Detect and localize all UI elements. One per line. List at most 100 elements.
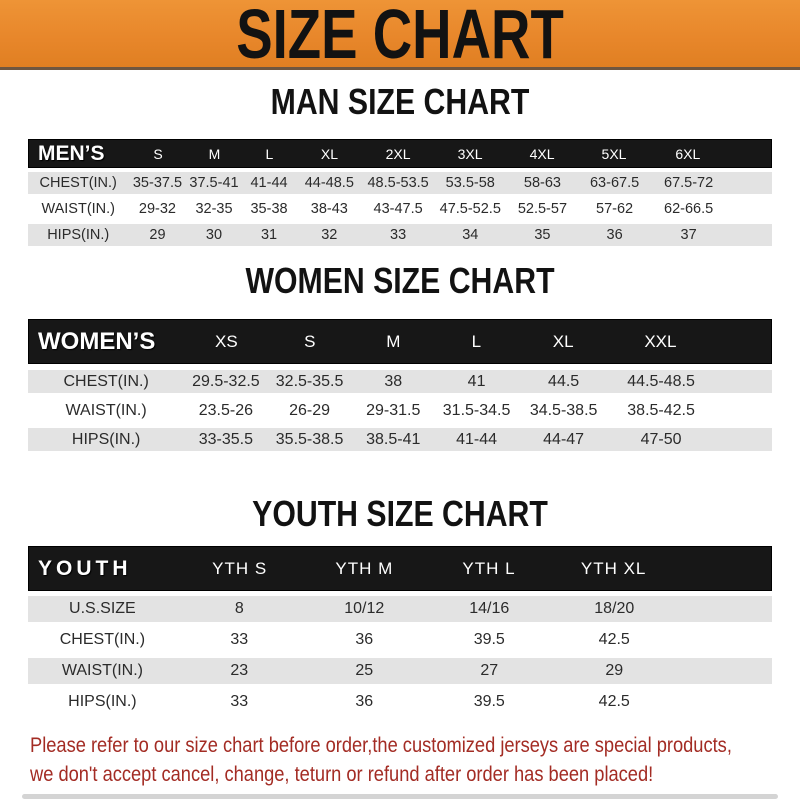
table-cell: 62-66.5	[664, 201, 714, 217]
size-column-header: L	[265, 145, 274, 162]
table-cell: 44-48.5	[304, 175, 354, 191]
footer-note: Please refer to our size chart before or…	[0, 731, 800, 789]
size-column-header: 2XL	[385, 145, 411, 162]
row-label: WAIST(IN.)	[65, 401, 147, 419]
table-cell: 18/20	[594, 600, 635, 617]
table-cell: 34.5-38.5	[529, 401, 598, 419]
table-cell: 44.5-48.5	[627, 372, 695, 390]
table-row: CHEST(IN.) 29.5-32.5 32.5-35.5 38 41 44.5 44.5…	[28, 370, 772, 393]
men-table-header-bar: MEN’S S M L XL 2XL 3XL 4XL 5XL 6XL	[28, 139, 772, 168]
table-cell: 29-32	[138, 201, 176, 217]
size-column-header: 5XL	[601, 145, 627, 162]
table-cell: 39.5	[473, 631, 505, 648]
table-cell: 35	[534, 227, 551, 243]
table-cell: 37.5-41	[189, 175, 239, 191]
table-cell: 23.5-26	[198, 401, 254, 419]
size-column-header: YTH M	[335, 558, 394, 578]
row-label: WAIST(IN.)	[61, 662, 143, 679]
table-row: WAIST(IN.) 29-32 32-35 35-38 38-43 43-47.5 47.…	[28, 198, 772, 220]
table-cell: 30	[205, 227, 223, 243]
women-size-table: WOMEN’S XS S M L XL XXL CHEST(IN.) 29.5-32.5 32.5…	[28, 319, 772, 451]
table-cell: 63-67.5	[589, 175, 640, 191]
table-cell: 52.5-57	[517, 201, 568, 217]
table-cell: 44.5	[548, 372, 580, 390]
table-cell: 36	[355, 693, 374, 710]
row-label: CHEST(IN.)	[39, 175, 117, 191]
table-cell: 41	[467, 372, 486, 390]
table-cell: 33	[230, 693, 249, 710]
table-cell: 32	[321, 227, 338, 243]
table-cell: 27	[480, 662, 499, 679]
section-heading-text: MAN SIZE CHART	[270, 81, 530, 122]
table-cell: 10/12	[344, 600, 385, 617]
footer-line-2: we don't accept cancel, change, teturn o…	[30, 762, 654, 786]
table-cell: 32.5-35.5	[275, 372, 344, 390]
youth-size-table: YOUTH YTH S YTH M YTH L YTH XL U.S.SIZE 8 10/12…	[28, 546, 772, 715]
table-cell: 25	[355, 662, 374, 679]
table-cell: 39.5	[473, 693, 505, 710]
table-cell: 37	[680, 227, 697, 243]
row-label: WAIST(IN.)	[41, 201, 115, 217]
size-column-header: YTH XL	[580, 558, 647, 578]
table-cell: 33-35.5	[198, 430, 254, 448]
table-cell: 31	[260, 227, 278, 243]
size-column-header: S	[153, 145, 163, 162]
table-cell: 34	[462, 227, 479, 243]
table-cell: 58-63	[523, 175, 561, 191]
table-cell: 42.5	[598, 631, 630, 648]
table-cell: 38.5-42.5	[627, 401, 695, 419]
table-cell: 29.5-32.5	[192, 372, 260, 390]
table-cell: 14/16	[469, 600, 510, 617]
section-women: WOMEN SIZE CHART WOMEN’S XS S M L XL XXL CHEST(I…	[0, 263, 800, 451]
size-column-header: YTH S	[212, 558, 268, 578]
table-row: WAIST(IN.) 23 25 27 29	[28, 658, 772, 684]
table-cell: 42.5	[598, 693, 630, 710]
section-men: MAN SIZE CHART MEN’S S M L XL 2XL 3XL 4XL 5XL 6XL C…	[0, 84, 800, 246]
row-label: HIPS(IN.)	[71, 430, 141, 448]
table-cell: 35-37.5	[132, 175, 183, 191]
table-cell: 43-47.5	[373, 201, 423, 217]
table-cell: 31.5-34.5	[442, 401, 511, 419]
men-size-table: MEN’S S M L XL 2XL 3XL 4XL 5XL 6XL CHEST(IN.) 35-37…	[28, 139, 772, 246]
sections-container: MAN SIZE CHART MEN’S S M L XL 2XL 3XL 4XL 5XL 6XL C…	[0, 84, 800, 715]
table-cell: 38.5-41	[366, 430, 421, 448]
table-cell: 26-29	[289, 401, 331, 419]
size-column-header: M	[208, 145, 221, 162]
row-label: U.S.SIZE	[69, 600, 136, 617]
size-column-header: XS	[215, 331, 238, 351]
row-label: CHEST(IN.)	[63, 372, 149, 390]
table-cell: 53.5-58	[445, 175, 495, 191]
table-cell: 48.5-53.5	[367, 175, 429, 191]
banner-title: SIZE CHART	[236, 0, 564, 70]
size-column-header: S	[304, 331, 316, 351]
table-row: WAIST(IN.) 23.5-26 26-29 29-31.5 31.5-34.5 34…	[28, 399, 772, 422]
table-row: HIPS(IN.) 29 30 31 32 33 34 35 36 37	[28, 224, 772, 246]
table-cell: 36	[606, 227, 623, 243]
size-column-header: L	[471, 331, 482, 351]
row-label: HIPS(IN.)	[68, 693, 137, 710]
table-cell: 29	[149, 227, 166, 243]
table-cell: 29	[605, 662, 624, 679]
table-cell: 41-44	[250, 175, 288, 191]
table-cell: 29-31.5	[366, 401, 421, 419]
size-column-header: XL	[552, 331, 574, 351]
size-column-header: 4XL	[529, 145, 555, 162]
table-row: CHEST(IN.) 35-37.5 37.5-41 41-44 44-48.5 48.5…	[28, 172, 772, 194]
table-cell: 23	[230, 662, 249, 679]
table-cell: 57-62	[596, 201, 634, 217]
size-column-header: M	[386, 331, 401, 351]
footer-line-2-wrap: we don't accept cancel, change, teturn o…	[30, 760, 800, 789]
table-cell: 35.5-38.5	[275, 430, 344, 448]
table-cell: 35-38	[250, 201, 288, 217]
table-cell: 47-50	[640, 430, 682, 448]
footer-line-1: Please refer to our size chart before or…	[30, 733, 732, 757]
section-heading-text: WOMEN SIZE CHART	[245, 260, 555, 301]
section-heading-women: WOMEN SIZE CHART	[0, 263, 800, 299]
section-heading-youth: YOUTH SIZE CHART	[0, 496, 800, 532]
table-cell: 33	[390, 227, 407, 243]
table-cell: 38	[384, 372, 403, 390]
table-cell: 32-35	[195, 201, 233, 217]
banner: SIZE CHART	[0, 0, 800, 70]
size-column-header: 6XL	[675, 145, 701, 162]
table-row: HIPS(IN.) 33 36 39.5 42.5	[28, 689, 772, 715]
